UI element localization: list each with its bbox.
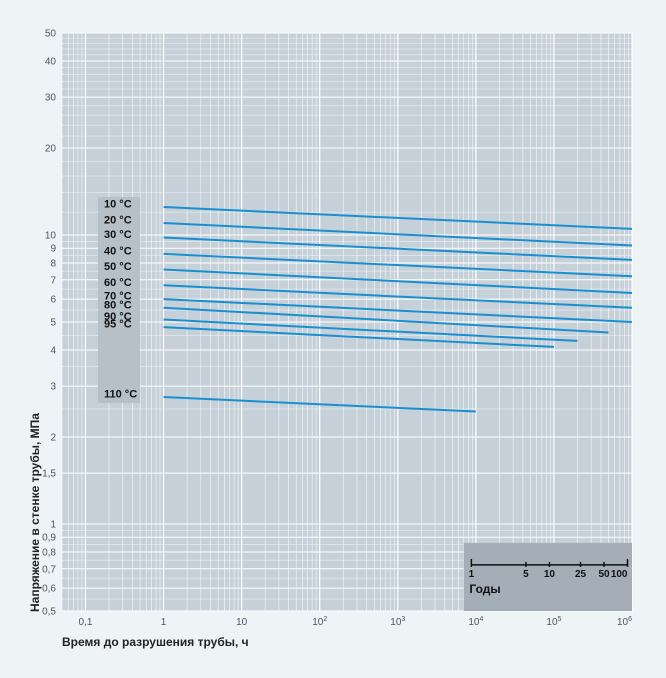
x-tick-labels: 0,1 1 10 102 103 104 105 106	[79, 616, 633, 628]
series-label: 40 °C	[104, 245, 132, 257]
series-group: 10 °C 20 °C 30 °C 40 °C 50 °C 60 °C 70 °C80 °C…	[104, 198, 633, 413]
y-tick-label: 10	[45, 231, 57, 242]
series-line	[163, 318, 578, 342]
y-tick-label: 5	[50, 318, 56, 329]
y-tick-label: 30	[45, 93, 57, 104]
temperature-label-panel	[98, 197, 140, 403]
series-label: 110 °C	[104, 389, 137, 401]
y-tick-label: 1,5	[42, 469, 56, 480]
years-panel	[463, 542, 632, 611]
series-line	[163, 268, 633, 294]
years-scale: 1 5 10 25 50 100 Годы	[463, 542, 632, 611]
y-tick-label: 0,9	[42, 533, 56, 544]
x-tick-label: 102	[312, 616, 327, 628]
y-tick-label: 0,8	[42, 548, 56, 559]
series-label: 20 °C	[104, 215, 132, 227]
series-line	[163, 222, 633, 247]
x-tick-label: 106	[617, 616, 632, 628]
y-tick-label: 0,7	[42, 564, 56, 575]
grid	[61, 32, 633, 612]
y-tick-label: 0,6	[42, 584, 56, 595]
y-tick-label: 2	[50, 433, 56, 444]
series-line	[163, 306, 609, 334]
y-tick-label: 1	[50, 520, 56, 531]
y-tick-label: 3	[50, 382, 56, 393]
series-line	[163, 396, 476, 413]
years-tick-label: 5	[523, 569, 529, 580]
x-tick-label: 10	[236, 617, 248, 628]
series-label: 95 °C	[104, 319, 132, 331]
series-label: 90 °C	[104, 311, 132, 323]
x-tick-label: 103	[390, 616, 405, 628]
series-line	[163, 284, 633, 309]
x-tick-label: 104	[468, 616, 483, 628]
y-tick-label: 0,5	[42, 607, 56, 618]
years-title: Годы	[469, 582, 500, 596]
y-tick-label: 7	[50, 275, 56, 286]
series-label: 10 °C	[104, 198, 132, 210]
x-axis-title: Время до разрушения трубы, ч	[62, 635, 249, 649]
series-line	[163, 236, 633, 261]
years-tick-label: 1	[469, 569, 475, 580]
x-tick-label: 1	[161, 617, 167, 628]
y-axis-title: Напряжение в стенке трубы, МПа	[28, 413, 42, 612]
series-label: 30 °C	[104, 229, 132, 241]
series-line	[163, 298, 633, 323]
series-line	[163, 205, 633, 230]
y-tick-label: 50	[45, 29, 57, 40]
series-label: 80 °C	[104, 299, 132, 311]
y-tick-labels: 0,5 0,6 0,7 0,8 0,9 1 1,5 2 3 4 5 6 7 8 9 10 20 30 40 50	[42, 29, 56, 618]
y-tick-label: 4	[50, 346, 56, 357]
years-tick-label: 25	[575, 569, 587, 580]
y-tick-label: 6	[50, 295, 56, 306]
y-tick-label: 9	[50, 244, 56, 255]
x-tick-label: 105	[546, 616, 561, 628]
years-tick-label: 50	[598, 569, 610, 580]
series-label: 50 °C	[104, 261, 132, 273]
series-label: 60 °C	[104, 277, 132, 289]
series-line	[163, 252, 633, 278]
y-tick-label: 20	[45, 144, 57, 155]
series-line	[163, 326, 554, 348]
years-tick-label: 10	[544, 569, 556, 580]
y-tick-label: 40	[45, 57, 57, 68]
x-tick-label: 0,1	[79, 617, 93, 628]
years-tick-label: 100	[611, 569, 628, 580]
y-tick-label: 8	[50, 259, 56, 270]
series-label: 70 °C	[104, 291, 132, 303]
